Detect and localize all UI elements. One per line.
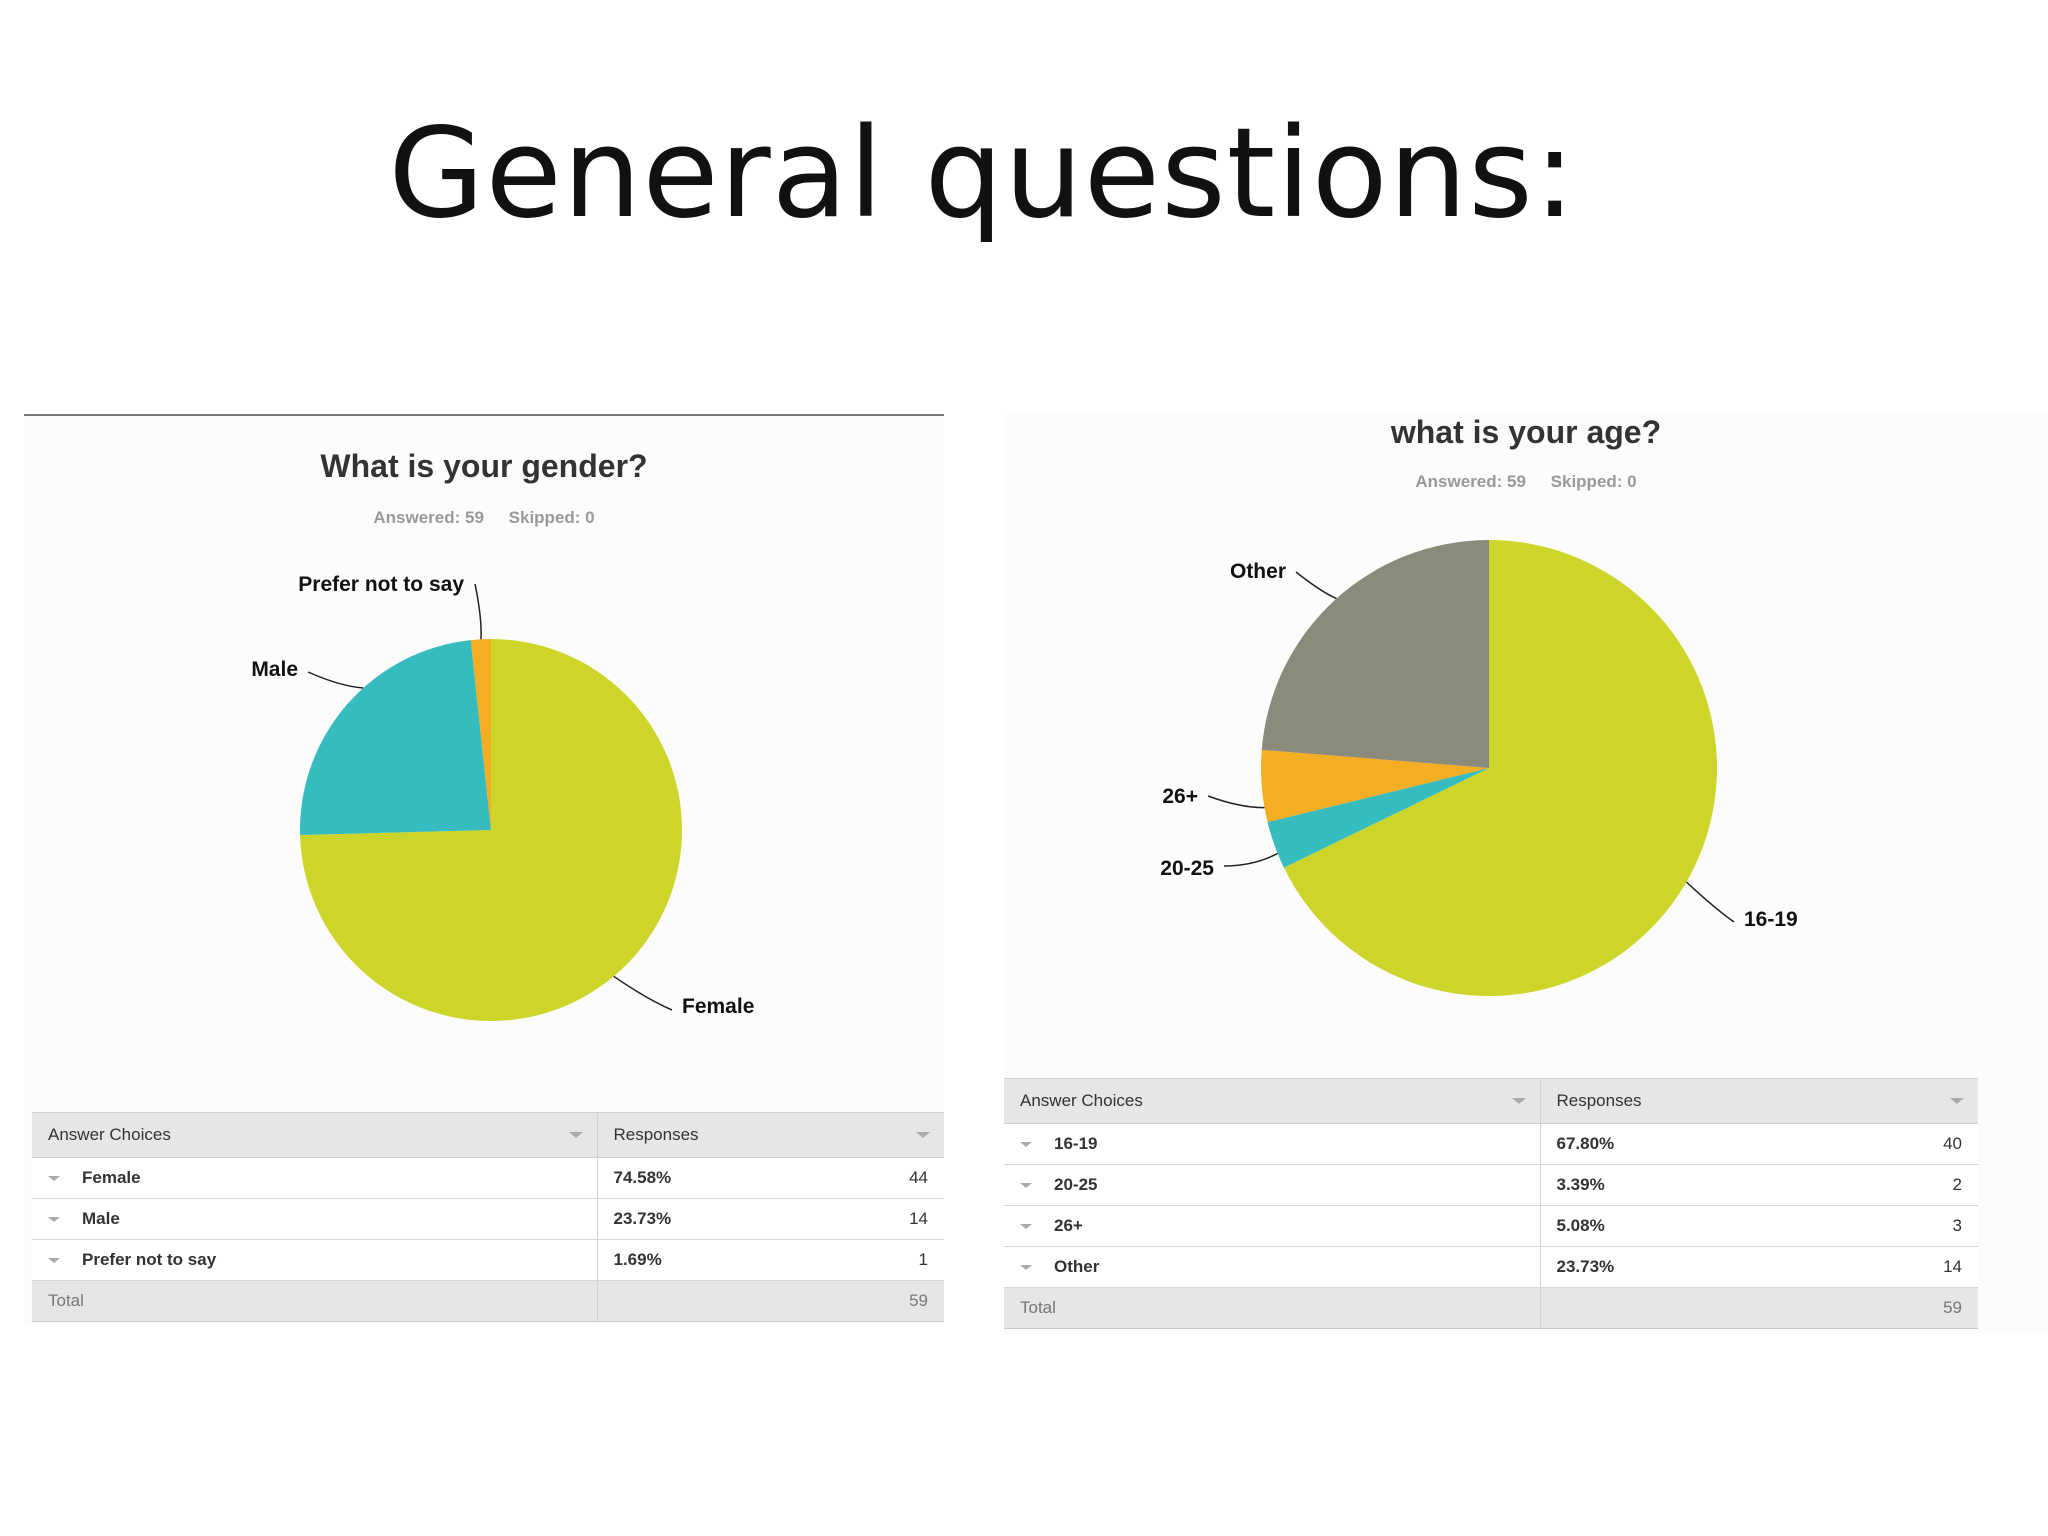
answer-choice-cell[interactable]: Prefer not to say xyxy=(32,1239,597,1281)
gender-response-table: Answer Choices Responses Female 74.58% 44 M… xyxy=(32,1112,944,1322)
sort-caret-icon[interactable] xyxy=(916,1132,930,1138)
gender-response-stats: Answered: 59 Skipped: 0 xyxy=(24,508,944,528)
responses-header[interactable]: Responses xyxy=(1539,1078,1978,1124)
response-cell: 5.08% 3 xyxy=(1539,1205,1978,1247)
answer-choice-cell[interactable]: Male xyxy=(32,1198,597,1240)
gender-answered: Answered: 59 xyxy=(373,508,484,527)
pie-label: Female xyxy=(682,995,754,1018)
pie-label: 26+ xyxy=(1162,785,1198,808)
pie-label-leader-line xyxy=(613,975,673,1011)
pie-label-leader-line xyxy=(1223,852,1278,867)
pie-slice-16-19[interactable] xyxy=(1283,540,1717,996)
total-count: 59 xyxy=(596,1280,944,1322)
response-percent: 67.80% xyxy=(1556,1134,1615,1153)
answer-choices-header[interactable]: Answer Choices xyxy=(1004,1078,1540,1124)
gender-pie-chart: Female Male Prefer not to say xyxy=(251,573,754,1021)
response-percent: 3.39% xyxy=(1556,1175,1605,1194)
answer-choice-cell[interactable]: 16-19 xyxy=(1004,1123,1540,1165)
expand-caret-icon[interactable] xyxy=(48,1258,60,1264)
expand-caret-icon[interactable] xyxy=(1020,1224,1032,1230)
expand-caret-icon[interactable] xyxy=(1020,1142,1032,1148)
response-count: 2 xyxy=(1952,1175,1962,1194)
expand-caret-icon[interactable] xyxy=(48,1176,60,1182)
pie-slice-female[interactable] xyxy=(300,639,682,1021)
table-row: Prefer not to say 1.69% 1 xyxy=(32,1239,944,1281)
age-response-stats: Answered: 59 Skipped: 0 xyxy=(1004,472,2048,492)
table-row: 16-19 67.80% 40 xyxy=(1004,1123,1978,1165)
age-skipped: Skipped: 0 xyxy=(1550,472,1637,491)
pie-slice-other[interactable] xyxy=(1261,540,1489,768)
response-percent: 5.08% xyxy=(1556,1216,1605,1235)
answer-choice-label: 20-25 xyxy=(1054,1175,1098,1194)
answer-choice-label: Male xyxy=(82,1209,120,1228)
answer-choice-cell[interactable]: Female xyxy=(32,1157,597,1199)
table-row: Other 23.73% 14 xyxy=(1004,1246,1978,1288)
pie-label-leader-line xyxy=(1295,571,1337,600)
pie-label-leader-line xyxy=(307,671,364,689)
slide-title: General questions: xyxy=(388,102,1577,246)
response-count: 44 xyxy=(909,1168,928,1187)
response-percent: 74.58% xyxy=(613,1168,672,1187)
response-percent: 23.73% xyxy=(1556,1257,1615,1276)
pie-label: Prefer not to say xyxy=(298,573,464,596)
total-count: 59 xyxy=(1539,1287,1978,1329)
age-question-title: what is your age? xyxy=(1390,414,1662,450)
table-row: 26+ 5.08% 3 xyxy=(1004,1205,1978,1247)
response-cell: 23.73% 14 xyxy=(596,1198,944,1240)
expand-caret-icon[interactable] xyxy=(1020,1183,1032,1189)
sort-caret-icon[interactable] xyxy=(568,1132,583,1138)
pie-slice-male[interactable] xyxy=(300,640,491,836)
pie-label-leader-line xyxy=(474,583,482,640)
answer-choice-label: Prefer not to say xyxy=(82,1250,217,1269)
answer-choice-cell[interactable]: Other xyxy=(1004,1246,1540,1288)
gender-skipped: Skipped: 0 xyxy=(508,508,595,527)
response-count: 1 xyxy=(918,1250,928,1269)
answer-choices-header[interactable]: Answer Choices xyxy=(32,1112,597,1158)
expand-caret-icon[interactable] xyxy=(48,1217,60,1223)
age-pie-chart: 16-19 20-25 26+ Other xyxy=(1160,540,1798,996)
pie-label-leader-line xyxy=(1685,881,1735,923)
response-count: 14 xyxy=(1943,1257,1962,1276)
gender-question-title: What is your gender? xyxy=(320,448,648,484)
gender-survey-panel: What is your gender? Answered: 59 Skippe… xyxy=(24,414,944,1326)
pie-label: 20-25 xyxy=(1160,857,1214,880)
response-cell: 67.80% 40 xyxy=(1539,1123,1978,1165)
response-count: 14 xyxy=(909,1209,928,1228)
table-total-row: Total 59 xyxy=(32,1280,944,1322)
pie-slice-prefer-not-to-say[interactable] xyxy=(470,639,491,830)
pie-label-leader-line xyxy=(1207,795,1265,809)
answer-choice-label: Other xyxy=(1054,1257,1100,1276)
answer-choice-cell[interactable]: 26+ xyxy=(1004,1205,1540,1247)
expand-caret-icon[interactable] xyxy=(1020,1265,1032,1271)
pie-slice-26-[interactable] xyxy=(1261,749,1489,823)
table-row: Male 23.73% 14 xyxy=(32,1198,944,1240)
answer-choice-label: Female xyxy=(82,1168,141,1187)
response-cell: 3.39% 2 xyxy=(1539,1164,1978,1206)
age-survey-panel: what is your age? Answered: 59 Skipped: … xyxy=(1004,414,2048,1334)
response-count: 3 xyxy=(1952,1216,1962,1235)
pie-label: Male xyxy=(251,658,298,681)
total-label: Total xyxy=(1004,1287,1540,1329)
response-cell: 74.58% 44 xyxy=(596,1157,944,1199)
answer-choice-label: 16-19 xyxy=(1054,1134,1098,1153)
sort-caret-icon[interactable] xyxy=(1511,1098,1526,1104)
table-row: Female 74.58% 44 xyxy=(32,1157,944,1199)
response-percent: 23.73% xyxy=(613,1209,672,1228)
sort-caret-icon[interactable] xyxy=(1950,1098,1964,1104)
table-total-row: Total 59 xyxy=(1004,1287,1978,1329)
table-row: 20-25 3.39% 2 xyxy=(1004,1164,1978,1206)
answer-choice-label: 26+ xyxy=(1054,1216,1083,1235)
response-cell: 23.73% 14 xyxy=(1539,1246,1978,1288)
pie-slice-20-25[interactable] xyxy=(1267,768,1489,868)
total-label: Total xyxy=(32,1280,597,1322)
response-percent: 1.69% xyxy=(613,1250,662,1269)
pie-label: 16-19 xyxy=(1744,908,1798,931)
answer-choice-cell[interactable]: 20-25 xyxy=(1004,1164,1540,1206)
pie-label: Other xyxy=(1230,560,1286,583)
responses-header[interactable]: Responses xyxy=(596,1112,944,1158)
response-count: 40 xyxy=(1943,1134,1962,1153)
response-cell: 1.69% 1 xyxy=(596,1239,944,1281)
age-answered: Answered: 59 xyxy=(1415,472,1526,491)
age-response-table: Answer Choices Responses 16-19 67.80% 40 20… xyxy=(1004,1078,1978,1329)
